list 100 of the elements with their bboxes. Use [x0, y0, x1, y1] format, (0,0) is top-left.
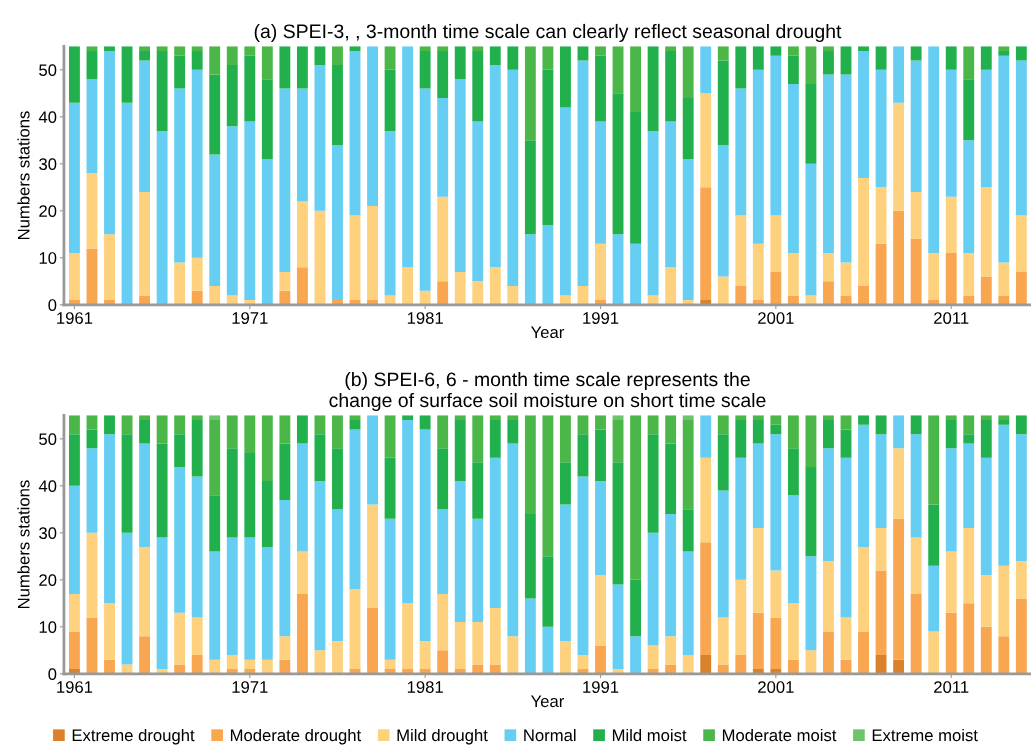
bar: [858, 51, 869, 178]
bar: [717, 46, 729, 61]
bar: [945, 612, 957, 674]
legend-label: Moderate moist: [722, 728, 837, 742]
bar: [770, 215, 782, 272]
bar: [928, 565, 940, 632]
bar: [875, 434, 887, 529]
y-axis-title: Numbers stations: [17, 480, 30, 609]
bar: [472, 121, 484, 282]
bar: [86, 532, 98, 618]
bar: [226, 448, 238, 538]
bar: [437, 51, 449, 99]
bar: [437, 650, 449, 674]
bar: [665, 415, 677, 444]
bar: [121, 434, 133, 533]
bar: [174, 55, 186, 89]
bar: [1015, 271, 1027, 305]
bar: [261, 481, 273, 547]
bar: [174, 262, 186, 305]
bar: [69, 102, 80, 254]
bar: [279, 636, 291, 660]
x-tick-label: 2001: [758, 312, 794, 324]
bar: [647, 46, 659, 131]
bar: [682, 551, 694, 655]
bar: [928, 253, 940, 301]
bar: [875, 528, 887, 571]
bar: [296, 201, 308, 268]
bar: [647, 415, 659, 435]
bar: [682, 159, 694, 301]
bar: [507, 420, 519, 444]
bar: [945, 448, 957, 552]
bar: [332, 509, 343, 641]
bar: [542, 46, 554, 70]
bar: [823, 51, 834, 75]
bar: [86, 248, 98, 305]
bar: [875, 655, 887, 674]
bar: [893, 210, 905, 305]
bar: [595, 243, 606, 301]
bar: [998, 424, 1010, 566]
bar: [226, 537, 238, 655]
bar: [419, 429, 431, 641]
bar: [752, 443, 764, 529]
bar: [840, 617, 852, 660]
bar: [980, 187, 992, 277]
bar: [752, 46, 764, 70]
bar: [560, 46, 571, 108]
bar: [419, 88, 431, 291]
bar: [595, 121, 606, 244]
bar: [524, 598, 536, 674]
bar: [717, 490, 729, 618]
bar: [524, 415, 536, 515]
bar: [735, 457, 747, 580]
bar: [823, 420, 834, 449]
bar: [893, 102, 905, 211]
bar: [349, 429, 361, 590]
bar: [840, 457, 852, 618]
bar: [279, 415, 291, 444]
bar: [226, 65, 238, 127]
bar: [69, 415, 80, 435]
bar: [367, 206, 378, 301]
bar: [980, 457, 992, 576]
x-axis-title: Year: [530, 695, 565, 708]
bar: [296, 267, 308, 305]
bar: [191, 69, 203, 258]
bar: [174, 415, 186, 435]
bar: [69, 593, 80, 632]
bar: [104, 51, 115, 235]
bar: [296, 551, 308, 594]
bar: [472, 415, 484, 463]
bar: [332, 145, 343, 301]
bar: [156, 537, 168, 670]
legend-label: Extreme drought: [72, 728, 195, 745]
bar: [69, 631, 80, 670]
bar: [893, 518, 905, 660]
bar: [560, 504, 571, 641]
legend-label: Mild drought: [397, 728, 488, 745]
bar: [472, 51, 484, 122]
bar: [647, 434, 659, 533]
bar: [787, 55, 799, 84]
bar: [595, 481, 606, 576]
legend-label: Mild moist: [612, 728, 687, 742]
bar: [665, 51, 677, 122]
bar: [963, 140, 975, 254]
bar: [612, 462, 624, 585]
bar: [542, 224, 554, 305]
bar: [858, 424, 869, 547]
bar: [472, 281, 484, 305]
bar: [875, 415, 887, 435]
y-tick-label: 50: [39, 433, 57, 446]
bar: [209, 154, 221, 286]
bar: [612, 46, 624, 94]
bar: [787, 448, 799, 496]
bar: [419, 640, 431, 670]
bar: [752, 528, 764, 613]
bar: [735, 420, 747, 458]
bar: [945, 46, 957, 70]
bar: [945, 551, 957, 613]
bar: [489, 46, 501, 66]
bar: [489, 65, 501, 268]
bar: [717, 276, 729, 305]
